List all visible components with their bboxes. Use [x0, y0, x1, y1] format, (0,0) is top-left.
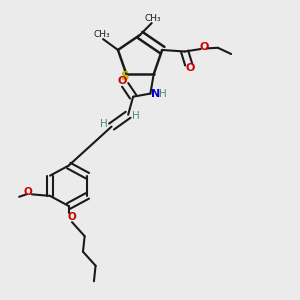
Text: H: H	[132, 111, 139, 121]
Text: S: S	[121, 70, 129, 83]
Text: H: H	[100, 119, 108, 129]
Text: O: O	[199, 42, 208, 52]
Text: H: H	[159, 89, 167, 99]
Text: O: O	[23, 187, 32, 197]
Text: N: N	[152, 89, 160, 99]
Text: O: O	[68, 212, 76, 222]
Text: O: O	[117, 76, 127, 86]
Text: CH₃: CH₃	[144, 14, 161, 22]
Text: CH₃: CH₃	[93, 30, 110, 39]
Text: O: O	[186, 63, 195, 73]
